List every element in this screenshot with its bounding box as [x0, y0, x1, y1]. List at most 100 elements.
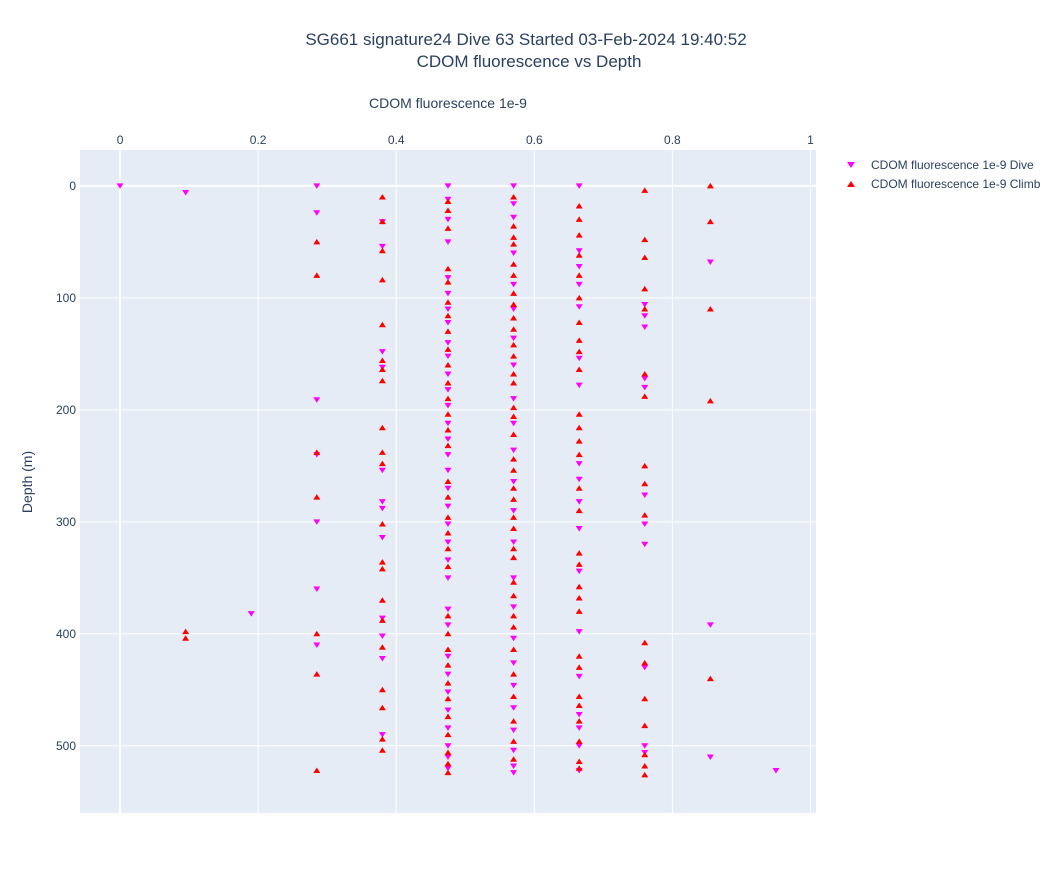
dive-marker	[510, 183, 518, 189]
dive-marker	[641, 664, 649, 671]
dive-marker	[444, 275, 452, 281]
climb-marker	[444, 312, 452, 319]
climb-marker	[575, 252, 583, 258]
dive-marker	[575, 629, 583, 635]
climb-marker	[641, 254, 649, 261]
climb-marker	[575, 348, 583, 355]
dive-marker	[444, 340, 452, 346]
climb-marker	[641, 370, 649, 377]
dive-marker	[444, 653, 452, 660]
dive-marker	[575, 263, 583, 270]
climb-marker	[444, 299, 452, 305]
dive-marker	[444, 725, 452, 731]
chart-title-line-2: CDOM fluorescence vs Depth	[417, 52, 642, 71]
climb-marker	[510, 223, 518, 229]
dive-marker	[510, 660, 518, 666]
climb-marker	[510, 326, 518, 332]
x-tick-label: 0	[117, 133, 124, 147]
climb-marker	[510, 341, 518, 348]
climb-marker	[575, 765, 583, 771]
dive-marker	[510, 447, 518, 454]
climb-marker	[444, 225, 452, 231]
climb-marker	[378, 377, 386, 384]
climb-marker	[444, 514, 452, 520]
climb-marker	[575, 485, 583, 491]
legend-item-climb[interactable]: CDOM fluorescence 1e-9 Climb	[847, 177, 1041, 191]
dive-marker	[313, 210, 321, 216]
climb-marker	[575, 294, 583, 301]
climb-marker	[575, 702, 583, 708]
dive-marker	[378, 499, 386, 505]
climb-marker	[444, 662, 452, 668]
climb-marker	[444, 530, 452, 536]
climb-marker	[378, 521, 386, 527]
climb-marker	[378, 218, 386, 225]
climb-marker	[510, 624, 518, 630]
climb-marker	[575, 738, 583, 744]
dive-marker	[706, 259, 714, 265]
climb-marker	[378, 617, 386, 623]
dive-marker	[510, 335, 518, 342]
dive-marker	[575, 499, 583, 505]
data-markers	[116, 182, 780, 778]
climb-marker	[706, 218, 714, 225]
dive-marker	[706, 622, 714, 628]
climb-marker	[444, 478, 452, 484]
climb-marker	[641, 512, 649, 518]
dive-marker	[378, 655, 386, 662]
dive-marker	[575, 382, 583, 389]
dive-marker	[378, 467, 386, 474]
climb-marker	[378, 194, 386, 200]
climb-marker	[641, 393, 649, 399]
climb-marker	[575, 337, 583, 343]
dive-marker	[641, 313, 649, 319]
climb-marker	[575, 366, 583, 373]
dive-marker	[444, 467, 452, 474]
climb-marker	[575, 411, 583, 417]
dive-marker	[116, 183, 124, 189]
climb-marker	[641, 695, 649, 702]
x-axis-title: CDOM fluorescence 1e-9	[369, 95, 527, 111]
climb-marker	[575, 424, 583, 431]
dive-marker	[444, 183, 452, 189]
climb-marker	[378, 704, 386, 711]
climb-marker	[510, 496, 518, 502]
y-tick-label: 300	[56, 515, 76, 529]
climb-marker	[510, 467, 518, 473]
climb-marker	[444, 612, 452, 619]
dive-marker	[641, 541, 649, 548]
climb-marker	[575, 594, 583, 601]
dive-marker	[510, 539, 518, 545]
y-tick-label: 500	[56, 739, 76, 753]
climb-marker	[575, 561, 583, 567]
climb-marker	[641, 480, 649, 487]
climb-marker	[575, 758, 583, 764]
dive-marker	[444, 436, 452, 442]
climb-marker	[378, 357, 386, 364]
climb-marker	[313, 494, 321, 500]
dive-marker	[510, 420, 518, 427]
climb-marker	[641, 659, 649, 666]
climb-marker	[444, 760, 452, 767]
dive-marker	[313, 397, 321, 403]
climb-marker	[378, 597, 386, 603]
legend-dive-label: CDOM fluorescence 1e-9 Dive	[871, 158, 1034, 172]
climb-marker	[510, 456, 518, 462]
dive-marker	[575, 281, 583, 288]
climb-marker	[444, 769, 452, 776]
climb-marker	[444, 265, 452, 272]
dive-marker	[575, 461, 583, 467]
dive-marker	[772, 767, 780, 774]
dive-marker	[510, 306, 518, 313]
dive-marker	[575, 725, 583, 731]
climb-marker	[510, 353, 518, 359]
climb-marker	[510, 194, 518, 200]
dive-marker	[510, 705, 518, 711]
climb-marker	[378, 449, 386, 455]
climb-marker	[510, 234, 518, 240]
climb-marker	[182, 635, 190, 641]
legend-item-dive[interactable]: CDOM fluorescence 1e-9 Dive	[847, 158, 1034, 172]
climb-marker	[444, 426, 452, 433]
climb-marker	[444, 545, 452, 552]
